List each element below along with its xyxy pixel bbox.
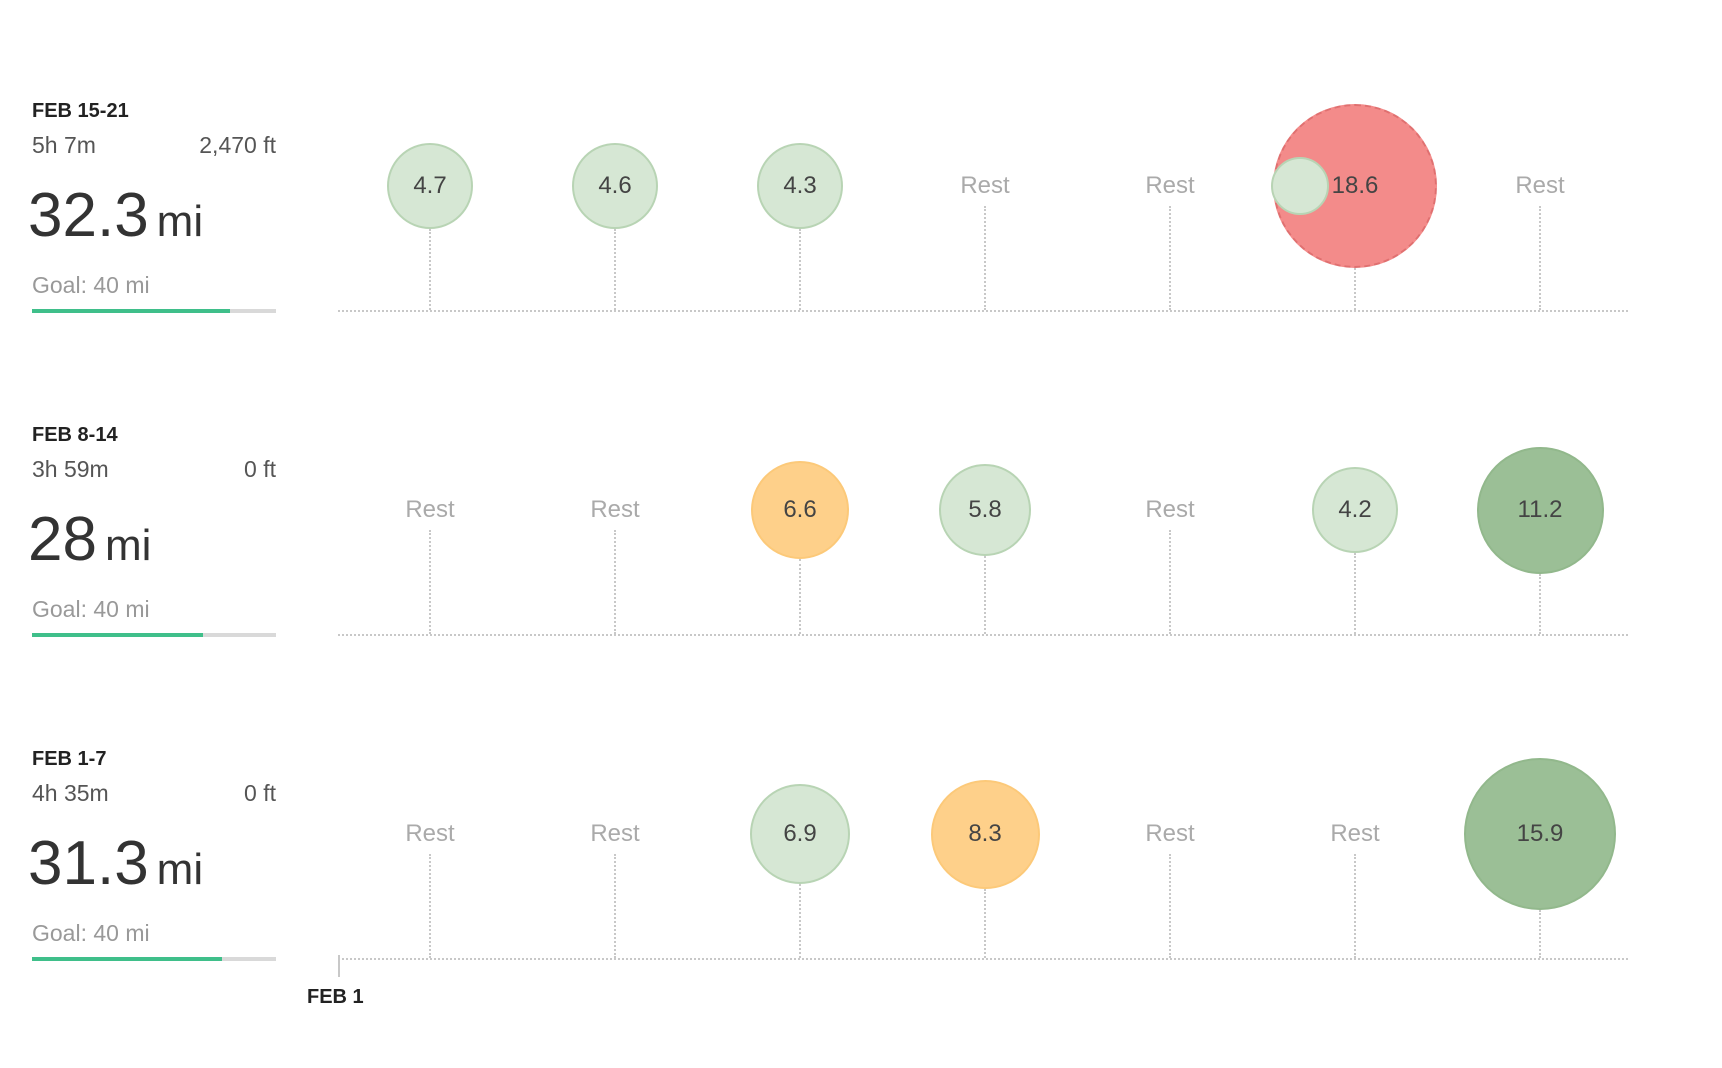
day-stem xyxy=(1354,854,1356,958)
day-stem xyxy=(1539,206,1541,310)
week-range: FEB 1-7 xyxy=(32,748,107,770)
week-goal: Goal: 40 mi xyxy=(32,272,150,298)
day-stem xyxy=(614,530,616,634)
day-stem xyxy=(429,229,431,310)
week-elevation: 2,470 ft xyxy=(199,132,276,158)
rest-day-label-fri: Rest xyxy=(1145,172,1195,199)
week-goal: Goal: 40 mi xyxy=(32,596,150,622)
week-elevation: 0 ft xyxy=(244,780,276,806)
day-stem xyxy=(1169,854,1171,958)
week-distance-unit: mi xyxy=(156,845,204,894)
week-distance-value: 31.3 xyxy=(28,829,149,898)
rest-day-label-mon: Rest xyxy=(405,496,455,523)
run-bubble-wed[interactable]: 4.3 xyxy=(757,143,843,229)
week-range: FEB 15-21 xyxy=(32,100,129,122)
day-stem xyxy=(984,206,986,310)
week-range: FEB 8-14 xyxy=(32,424,118,446)
goal-progress-bar xyxy=(32,957,276,961)
rest-day-label-fri: Rest xyxy=(1145,820,1195,847)
rest-day-label-sat: Rest xyxy=(1330,820,1380,847)
run-bubble-mon[interactable]: 4.7 xyxy=(387,143,473,229)
start-date-label: FEB 1 xyxy=(307,986,364,1008)
rest-day-label-thu: Rest xyxy=(960,172,1010,199)
day-stem xyxy=(1169,206,1171,310)
goal-progress-fill xyxy=(32,633,203,637)
rest-day-label-tue: Rest xyxy=(590,496,640,523)
rest-day-label-tue: Rest xyxy=(590,820,640,847)
week-row: FEB 8-14 3h 59m 0 ft 28 mi Goal: 40 mi Rest Res… xyxy=(0,424,1722,744)
week-duration: 4h 35m xyxy=(32,780,109,806)
rest-day-label-fri: Rest xyxy=(1145,496,1195,523)
rest-day-label-sun: Rest xyxy=(1515,172,1565,199)
day-stem xyxy=(1354,553,1356,634)
rest-day-label-mon: Rest xyxy=(405,820,455,847)
day-stem xyxy=(1169,530,1171,634)
week-duration: 3h 59m xyxy=(32,456,109,482)
run-bubble-sat[interactable]: 4.2 xyxy=(1312,467,1398,553)
run-bubble-wed[interactable]: 6.6 xyxy=(751,461,849,559)
start-date-tick xyxy=(338,955,340,977)
goal-progress-fill xyxy=(32,957,223,961)
run-bubble-sun[interactable]: 11.2 xyxy=(1476,446,1604,574)
day-stem xyxy=(614,229,616,310)
week-row: FEB 15-21 5h 7m 2,470 ft 32.3 mi Goal: 40 mi 4… xyxy=(0,100,1722,420)
week-row: FEB 1-7 4h 35m 0 ft 31.3 mi Goal: 40 mi Rest Re… xyxy=(0,748,1722,1068)
week-duration: 5h 7m xyxy=(32,132,96,158)
week-distance: 32.3 mi xyxy=(28,180,203,251)
goal-progress-fill xyxy=(32,309,230,313)
day-stem xyxy=(429,530,431,634)
week-distance: 31.3 mi xyxy=(28,828,203,899)
run-bubble-wed[interactable]: 6.9 xyxy=(750,784,850,884)
week-elevation: 0 ft xyxy=(244,456,276,482)
run-bubble-sun[interactable]: 15.9 xyxy=(1464,758,1616,910)
week-axis xyxy=(338,310,1628,312)
week-distance-unit: mi xyxy=(156,197,204,246)
week-distance: 28 mi xyxy=(28,504,151,575)
goal-progress-bar xyxy=(32,309,276,313)
day-stem xyxy=(429,854,431,958)
run-bubble-tue[interactable]: 4.6 xyxy=(572,143,658,229)
day-stem xyxy=(1539,573,1541,634)
day-stem xyxy=(799,229,801,310)
day-stem xyxy=(984,556,986,634)
day-stem xyxy=(984,888,986,958)
week-distance-value: 28 xyxy=(28,505,97,574)
day-stem xyxy=(799,559,801,634)
day-stem xyxy=(614,854,616,958)
run-bubble-thu[interactable]: 8.3 xyxy=(930,779,1040,889)
week-axis xyxy=(338,958,1628,960)
day-stem xyxy=(799,884,801,958)
week-goal: Goal: 40 mi xyxy=(32,920,150,946)
run-inner-dot xyxy=(1271,157,1329,215)
week-distance-unit: mi xyxy=(104,521,152,570)
run-bubble-thu[interactable]: 5.8 xyxy=(939,464,1031,556)
day-stem xyxy=(1354,268,1356,310)
week-axis xyxy=(338,634,1628,636)
goal-progress-bar xyxy=(32,633,276,637)
day-stem xyxy=(1539,910,1541,958)
week-distance-value: 32.3 xyxy=(28,181,149,250)
